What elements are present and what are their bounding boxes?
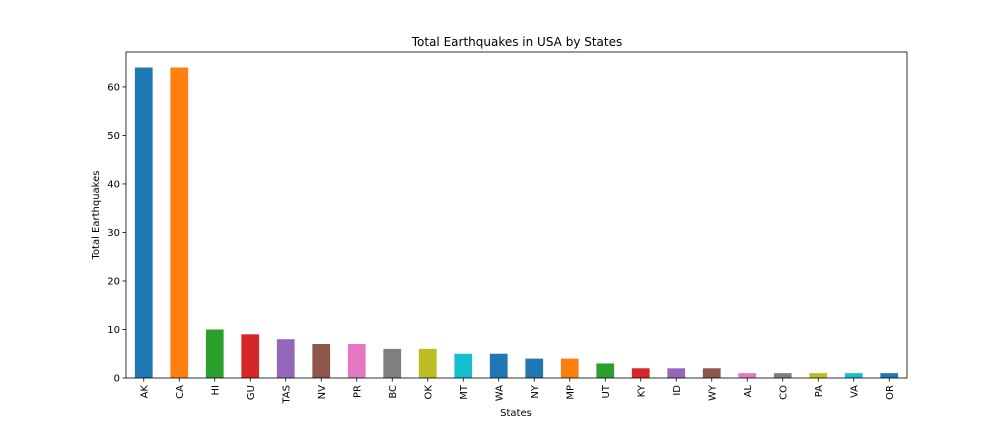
y-tick-label: 10 [107, 325, 120, 336]
x-tick-label-wa: WA [494, 385, 505, 401]
y-tick-label: 50 [107, 131, 120, 142]
x-tick-label-al: AL [743, 385, 754, 398]
bar-ak [134, 67, 153, 379]
bar-or [880, 373, 899, 378]
x-tick-label-tas: TAS [281, 385, 292, 405]
x-tick-label-pa: PA [814, 385, 825, 397]
x-tick-label-ok: OK [423, 385, 434, 400]
bar-co [773, 373, 792, 378]
bar-va [844, 373, 863, 378]
x-tick-label-hi: HI [210, 385, 221, 395]
bar-mp [560, 358, 579, 378]
x-tick-label-pr: PR [352, 385, 363, 398]
bar-pa [809, 373, 828, 378]
x-tick-label-gu: GU [246, 385, 257, 400]
bar-ca [170, 67, 189, 379]
bar-ut [596, 363, 615, 378]
bar-id [667, 368, 686, 378]
x-axis-label: States [500, 408, 532, 419]
bar-mt [454, 353, 473, 378]
bar-wa [489, 353, 508, 378]
x-tick-label-id: ID [672, 385, 683, 396]
y-tick-label: 20 [107, 276, 120, 287]
bar-tas [276, 339, 295, 378]
bar-ok [418, 348, 437, 378]
y-tick-label: 40 [107, 179, 120, 190]
plot-area: 0 10 20 30 40 50 60 AK CA HI GU TAS NV PR BC OK MT WA NY MP… [107, 67, 899, 405]
x-tick-label-va: VA [849, 385, 860, 398]
x-tick-label-nv: NV [317, 385, 328, 399]
bar-pr [347, 344, 366, 378]
x-tick-label-mp: MP [565, 385, 576, 400]
bar-nv [312, 344, 331, 378]
x-tick-label-ut: UT [601, 384, 612, 398]
x-tick-label-ca: CA [175, 385, 186, 399]
y-axis-label: Total Earthquakes [91, 171, 102, 261]
x-tick-label-bc: BC [388, 385, 399, 399]
chart-title: Total Earthquakes in USA by States [411, 35, 623, 49]
x-tick-label-mt: MT [459, 384, 470, 400]
x-tick-label-ny: NY [530, 384, 541, 398]
y-tick-label: 0 [114, 374, 120, 385]
bar-bc [383, 348, 402, 378]
plot-frame [125, 51, 908, 379]
bar-al [738, 373, 757, 378]
x-tick-label-or: OR [885, 385, 896, 400]
bar-hi [205, 329, 224, 378]
y-tick-label: 60 [107, 82, 120, 93]
y-tick-label: 30 [107, 228, 120, 239]
bar-ny [525, 358, 544, 378]
x-tick-label-wy: WY [707, 384, 718, 401]
bar-wy [702, 368, 721, 378]
bar-ky [631, 368, 650, 378]
x-tick-label-ky: KY [636, 384, 647, 397]
x-tick-label-co: CO [778, 385, 789, 400]
bar-gu [241, 334, 260, 378]
x-tick-label-ak: AK [139, 385, 150, 399]
